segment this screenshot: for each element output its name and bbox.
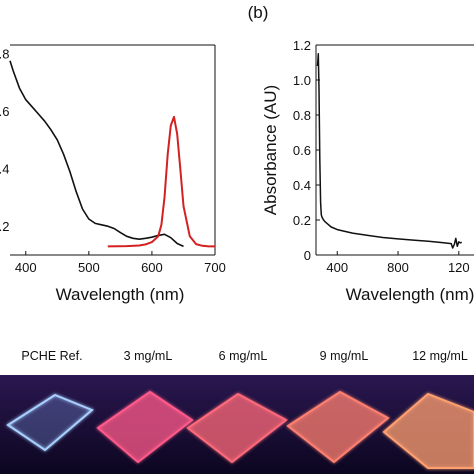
panel-b-y-tick-label: 0.6 xyxy=(293,143,311,158)
sample-labels: PCHE Ref. 3 mg/mL 6 mg/mL 9 mg/mL 12 mg/… xyxy=(21,349,467,363)
panel-b-y-axis-label: Absorbance (AU) xyxy=(261,85,280,215)
panel-b-y-tick-label: 0 xyxy=(304,248,311,263)
panel-a-y-tick-label: .6 xyxy=(0,104,9,119)
panel-b-y-tick-label: 0.8 xyxy=(293,108,311,123)
panel-b-y-tick-label: 0.4 xyxy=(293,178,311,193)
panel-a-ticks: 400 500 600 700 .2 .4 .6 .8 xyxy=(0,47,226,275)
panel-b-label: (b) xyxy=(248,3,269,22)
panel-a-y-tick-label: .2 xyxy=(0,219,9,234)
panel-b-x-axis-label: Wavelength (nm) xyxy=(346,285,474,304)
panel-b-y-tick-label: 1.0 xyxy=(293,73,311,88)
panel-b-axes-frame xyxy=(315,44,474,256)
sample-label-9mg: 9 mg/mL xyxy=(320,349,369,363)
panel-a-chart: 400 500 600 700 .2 .4 .6 .8 Wavelength (nm) xyxy=(0,44,226,304)
film-sample-0 xyxy=(6,393,94,452)
film-sample-2 xyxy=(186,392,288,464)
panel-b-series-0-line xyxy=(316,53,462,249)
film-sample-1 xyxy=(96,390,194,464)
panel-a-curves xyxy=(9,60,215,248)
panel-b-y-tick-label: 0.2 xyxy=(293,213,311,228)
panel-a-series-0-line xyxy=(9,60,184,248)
film-photo xyxy=(0,375,474,474)
sample-label-6mg: 6 mg/mL xyxy=(219,349,268,363)
panel-a-x-tick-label: 600 xyxy=(141,260,163,275)
panel-a-x-tick-label: 500 xyxy=(78,260,100,275)
panel-b-x-tick-label: 120 xyxy=(448,260,470,275)
panel-b-x-tick-label: 400 xyxy=(326,260,348,275)
panel-b-x-tick-label: 800 xyxy=(387,260,409,275)
panel-b-curves xyxy=(316,53,462,249)
panel-a-x-tick-label: 400 xyxy=(15,260,37,275)
film-sample-3 xyxy=(286,390,390,464)
panel-a-x-tick-label: 700 xyxy=(204,260,226,275)
panel-a-series-1-line xyxy=(107,115,215,248)
panel-a-y-tick-label: .8 xyxy=(0,47,9,62)
sample-label-12mg: 12 mg/mL xyxy=(412,349,468,363)
sample-label-3mg: 3 mg/mL xyxy=(124,349,173,363)
film-sample-4 xyxy=(382,392,474,469)
panel-b-y-tick-label: 1.2 xyxy=(293,38,311,53)
panel-a-x-axis-label: Wavelength (nm) xyxy=(56,285,185,304)
panel-a-axes-frame xyxy=(10,44,216,256)
sample-label-pche-ref: PCHE Ref. xyxy=(21,349,82,363)
panel-a-y-tick-label: .4 xyxy=(0,162,9,177)
